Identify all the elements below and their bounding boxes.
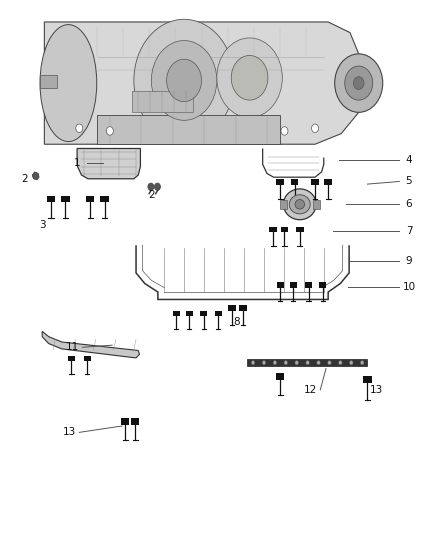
Bar [131, 418, 139, 425]
Text: 2: 2 [148, 190, 155, 200]
Text: 2: 2 [21, 174, 28, 184]
Bar [277, 282, 284, 288]
Circle shape [217, 38, 283, 118]
Text: 1: 1 [74, 158, 81, 168]
Bar [100, 196, 109, 203]
Bar [276, 179, 284, 184]
Text: 5: 5 [406, 176, 412, 187]
Bar [40, 75, 57, 88]
Ellipse shape [40, 25, 97, 142]
Bar [84, 356, 91, 361]
Circle shape [148, 183, 154, 190]
Bar [247, 359, 367, 367]
Bar [68, 356, 75, 361]
Text: 6: 6 [406, 199, 412, 209]
Bar [296, 227, 304, 232]
Polygon shape [32, 172, 39, 180]
Circle shape [350, 361, 353, 365]
Bar [319, 282, 326, 288]
Circle shape [284, 361, 288, 365]
Circle shape [262, 361, 266, 365]
Bar [97, 115, 280, 144]
Circle shape [295, 361, 298, 365]
Circle shape [353, 77, 364, 90]
Circle shape [306, 361, 309, 365]
Bar [291, 179, 298, 184]
Text: 13: 13 [370, 385, 383, 395]
Circle shape [335, 54, 383, 112]
Text: 4: 4 [406, 155, 412, 165]
Bar [276, 373, 284, 379]
Bar [363, 376, 372, 383]
Circle shape [345, 66, 373, 100]
Bar [228, 305, 236, 311]
Ellipse shape [295, 199, 304, 209]
Text: 8: 8 [233, 317, 240, 327]
Bar [186, 311, 193, 316]
Bar [269, 227, 277, 232]
Circle shape [311, 124, 318, 133]
Ellipse shape [283, 189, 316, 220]
Bar [121, 418, 129, 425]
Bar [173, 311, 180, 316]
Text: 13: 13 [63, 427, 76, 438]
Bar [239, 305, 247, 311]
Bar [200, 311, 207, 316]
Bar [61, 196, 70, 203]
Circle shape [166, 59, 201, 102]
Bar [280, 199, 287, 209]
Text: 10: 10 [403, 282, 416, 292]
Circle shape [231, 55, 268, 100]
Polygon shape [77, 149, 141, 179]
Bar [311, 179, 319, 184]
Circle shape [339, 361, 342, 365]
Bar [132, 91, 193, 112]
Text: 11: 11 [66, 342, 79, 352]
Bar [86, 196, 95, 203]
Circle shape [317, 361, 320, 365]
Text: 9: 9 [406, 256, 412, 266]
Polygon shape [42, 332, 140, 358]
Ellipse shape [289, 195, 310, 214]
Circle shape [251, 361, 255, 365]
Text: 12: 12 [304, 385, 317, 395]
Bar [305, 282, 312, 288]
Circle shape [281, 127, 288, 135]
Bar [290, 282, 297, 288]
Circle shape [76, 124, 83, 133]
Bar [215, 311, 222, 316]
Circle shape [151, 41, 217, 120]
Circle shape [328, 361, 331, 365]
Bar [324, 179, 332, 184]
Polygon shape [44, 22, 359, 144]
Circle shape [273, 361, 277, 365]
Circle shape [106, 127, 113, 135]
Circle shape [360, 361, 364, 365]
Bar [47, 196, 55, 203]
Text: 7: 7 [406, 226, 412, 236]
Circle shape [154, 183, 160, 190]
Text: 3: 3 [39, 220, 46, 230]
Bar [313, 199, 320, 209]
Bar [281, 227, 288, 232]
Circle shape [134, 19, 234, 142]
